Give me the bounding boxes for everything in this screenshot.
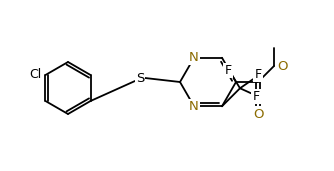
Text: S: S bbox=[136, 73, 144, 86]
Text: F: F bbox=[255, 68, 262, 81]
Text: F: F bbox=[224, 64, 231, 77]
Text: O: O bbox=[253, 108, 263, 121]
Text: F: F bbox=[253, 90, 260, 103]
Text: N: N bbox=[189, 100, 199, 113]
Text: N: N bbox=[189, 51, 199, 64]
Text: O: O bbox=[277, 60, 287, 73]
Text: Cl: Cl bbox=[29, 69, 42, 82]
